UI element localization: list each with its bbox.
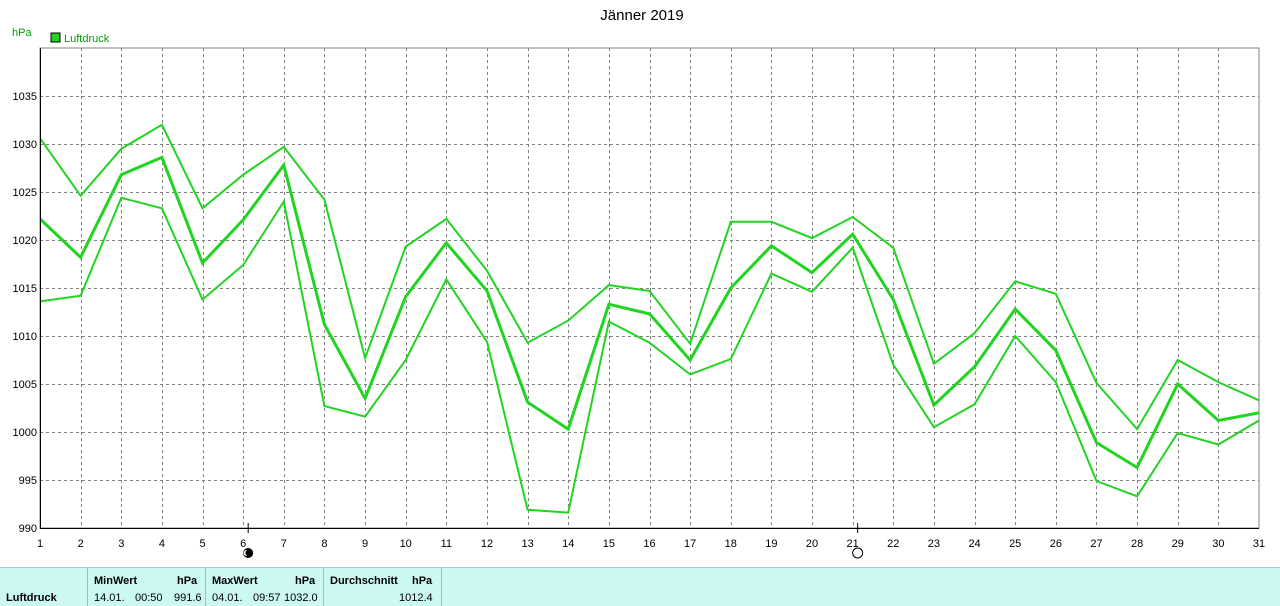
y-tick-label: 1015 (13, 283, 37, 295)
x-tick-label: 25 (1009, 538, 1021, 550)
y-tick-label: 1020 (13, 235, 37, 247)
series-line-max (39, 123, 1260, 431)
x-tick-label: 28 (1131, 538, 1143, 550)
stats-label-cell: Luftdruck (0, 568, 88, 606)
min-time: 00:50 (135, 592, 163, 604)
grid (39, 47, 1260, 529)
chart-title: Jänner 2019 (600, 7, 683, 24)
y-axis-unit: hPa (12, 27, 32, 39)
x-tick-label: 8 (321, 538, 327, 550)
x-tick-label: 10 (400, 538, 412, 550)
y-tick-label: 1005 (13, 379, 37, 391)
y-tick-label: 1030 (13, 139, 37, 151)
x-tick-label: 29 (1172, 538, 1184, 550)
x-tick-label: 11 (441, 538, 452, 550)
max-time: 09:57 (253, 592, 281, 604)
x-tick-label: 22 (887, 538, 899, 550)
x-tick-label: 31 (1253, 538, 1265, 550)
x-tick-label: 24 (968, 538, 980, 550)
x-tick-label: 21 (847, 538, 859, 550)
moon-phase-markers (243, 523, 864, 559)
x-tick-label: 15 (603, 538, 615, 550)
x-tick-label: 18 (725, 538, 737, 550)
x-tick-label: 2 (78, 538, 84, 550)
series-lines (38, 123, 1260, 514)
x-tick-label: 23 (928, 538, 940, 550)
stats-bar: Luftdruck MinWert hPa 14.01. 00:50 991.6… (0, 567, 1280, 606)
avg-header: Durchschnitt (330, 575, 398, 587)
min-value: 991.6 (174, 592, 202, 604)
x-tick-label: 13 (521, 538, 533, 550)
x-tick-label: 30 (1212, 538, 1224, 550)
stats-min-cell: MinWert hPa 14.01. 00:50 991.6 (88, 568, 206, 606)
legend-swatch (50, 32, 61, 43)
y-tick-label: 1025 (13, 187, 37, 199)
max-header: MaxWert (212, 575, 258, 587)
x-tick-label: 14 (562, 538, 574, 550)
x-tick-label: 5 (199, 538, 205, 550)
x-tick-label: 12 (481, 538, 493, 550)
x-tick-label: 7 (281, 538, 287, 550)
min-unit: hPa (177, 575, 198, 587)
x-tick-label: 17 (684, 538, 696, 550)
x-tick-label: 9 (362, 538, 368, 550)
new-moon-shade (245, 549, 252, 557)
x-tick-label: 19 (765, 538, 777, 550)
avg-value: 1012.4 (399, 592, 433, 604)
stats-avg-cell: Durchschnitt hPa 1012.4 (324, 568, 442, 606)
min-header: MinWert (94, 575, 138, 587)
legend-label: Luftdruck (64, 33, 110, 45)
y-tick-label: 1000 (13, 427, 37, 439)
y-tick-label: 990 (19, 523, 37, 535)
x-tick-label: 16 (643, 538, 655, 550)
y-tick-label: 1035 (13, 91, 37, 103)
stats-row-label: Luftdruck (6, 592, 57, 604)
avg-unit: hPa (412, 575, 433, 587)
max-value: 1032.0 (284, 592, 318, 604)
series-line-min (39, 196, 1260, 514)
y-tick-label: 1010 (13, 331, 37, 343)
min-date: 14.01. (94, 592, 125, 604)
series-line-mean (38, 155, 1260, 470)
max-date: 04.01. (212, 592, 243, 604)
stats-max-cell: MaxWert hPa 04.01. 09:57 1032.0 (206, 568, 324, 606)
x-tick-label: 20 (806, 538, 818, 550)
x-tick-label: 27 (1090, 538, 1102, 550)
x-tick-label: 6 (240, 538, 246, 550)
x-tick-label: 26 (1050, 538, 1062, 550)
y-tick-label: 995 (19, 475, 37, 487)
max-unit: hPa (295, 575, 316, 587)
x-tick-label: 4 (159, 538, 165, 550)
full-moon-icon (852, 547, 864, 559)
x-tick-label: 1 (37, 538, 43, 550)
x-tick-label: 3 (118, 538, 124, 550)
